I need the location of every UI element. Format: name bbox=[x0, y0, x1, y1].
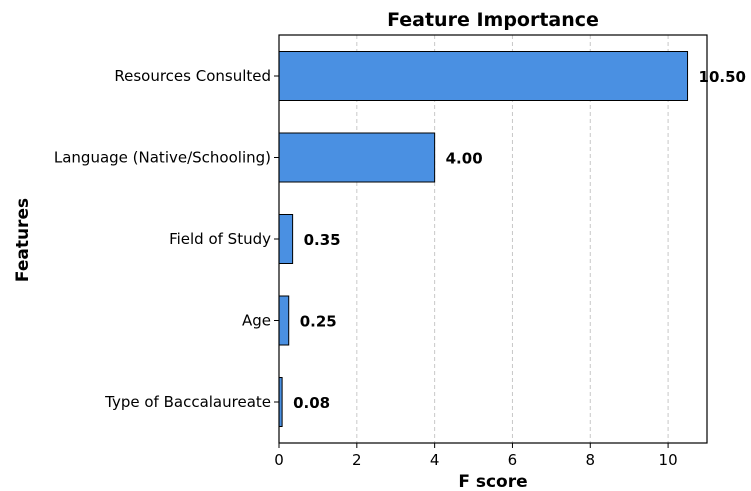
y-axis-label: Features bbox=[13, 198, 33, 282]
x-axis-label: F score bbox=[458, 472, 527, 491]
value-label: 10.50 bbox=[699, 68, 746, 86]
y-tick-label: Age bbox=[242, 312, 271, 330]
grid-lines bbox=[356, 35, 669, 443]
x-tick-label: 8 bbox=[585, 451, 595, 469]
x-tick-label: 6 bbox=[508, 451, 518, 469]
chart-title: Feature Importance bbox=[387, 9, 599, 31]
bar bbox=[278, 51, 689, 101]
x-tick-label: 10 bbox=[659, 451, 678, 469]
value-label: 0.35 bbox=[304, 231, 341, 249]
x-tick-label: 2 bbox=[352, 451, 362, 469]
bar bbox=[278, 295, 290, 346]
x-tick-label: 0 bbox=[274, 451, 284, 469]
bar bbox=[278, 132, 436, 183]
x-tick-label: 4 bbox=[430, 451, 440, 469]
value-labels: 10.50 4.00 0.35 0.25 0.08 bbox=[293, 68, 746, 412]
y-tick-label: Resources Consulted bbox=[114, 67, 271, 85]
bar bbox=[278, 214, 294, 264]
y-tick-label: Language (Native/Schooling) bbox=[54, 149, 271, 167]
x-axis-ticks: 0 2 4 6 8 10 bbox=[274, 443, 678, 469]
y-tick-label: Type of Baccalaureate bbox=[104, 393, 271, 411]
value-label: 4.00 bbox=[446, 150, 483, 168]
y-tick-label: Field of Study bbox=[169, 230, 271, 248]
value-label: 0.25 bbox=[300, 313, 337, 331]
value-label: 0.08 bbox=[293, 394, 330, 412]
y-axis-ticks: Resources Consulted Language (Native/Scho… bbox=[54, 67, 279, 411]
bars bbox=[278, 51, 689, 427]
